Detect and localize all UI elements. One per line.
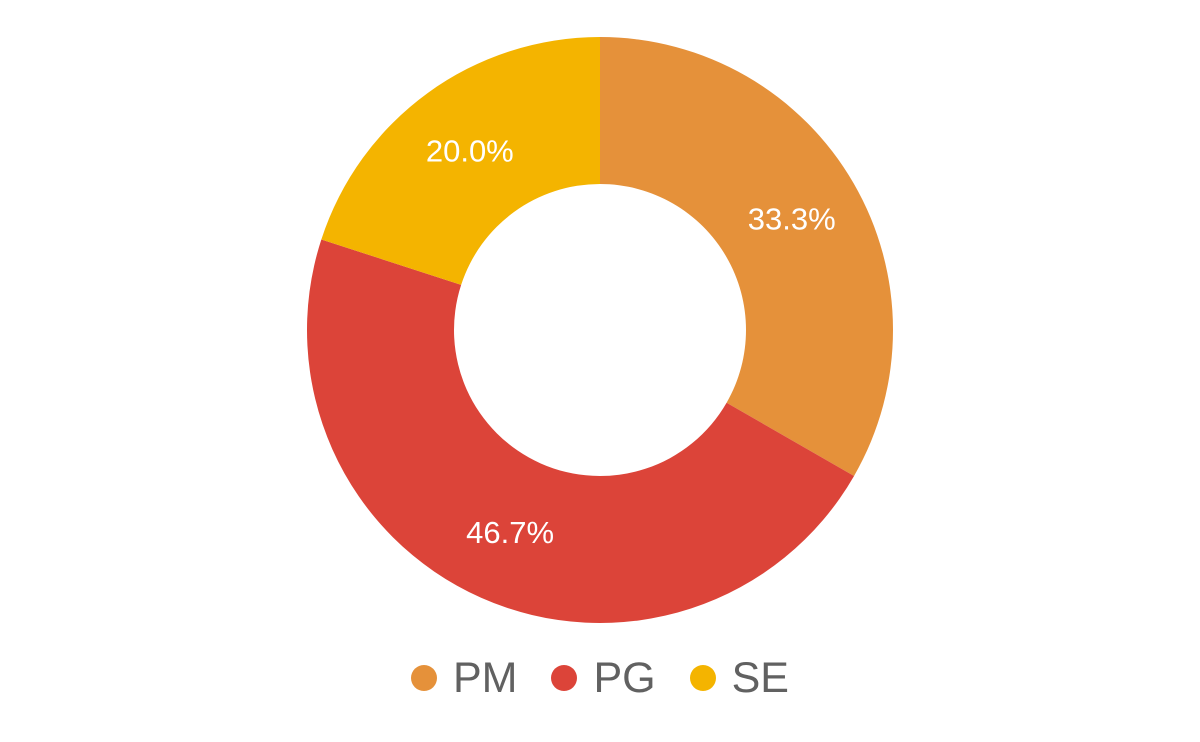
legend-label-pg: PG [593,653,656,702]
legend-label-se: SE [731,653,789,702]
slice-pg [307,239,855,623]
data-label-pg: 46.7% [466,515,554,550]
data-label-pm: 33.3% [748,202,836,237]
slice-se [321,37,600,285]
legend-swatch-pm [410,665,437,691]
legend-item-se: SE [689,653,789,702]
legend-label-pm: PM [452,653,518,702]
data-label-se: 20.0% [426,133,514,168]
legend-item-pm: PM [410,653,518,702]
slice-pm [600,37,893,476]
legend-swatch-pg [551,665,578,691]
legend-swatch-se [689,665,716,691]
legend-item-pg: PG [551,653,656,702]
legend: PM PG SE [0,650,1200,706]
